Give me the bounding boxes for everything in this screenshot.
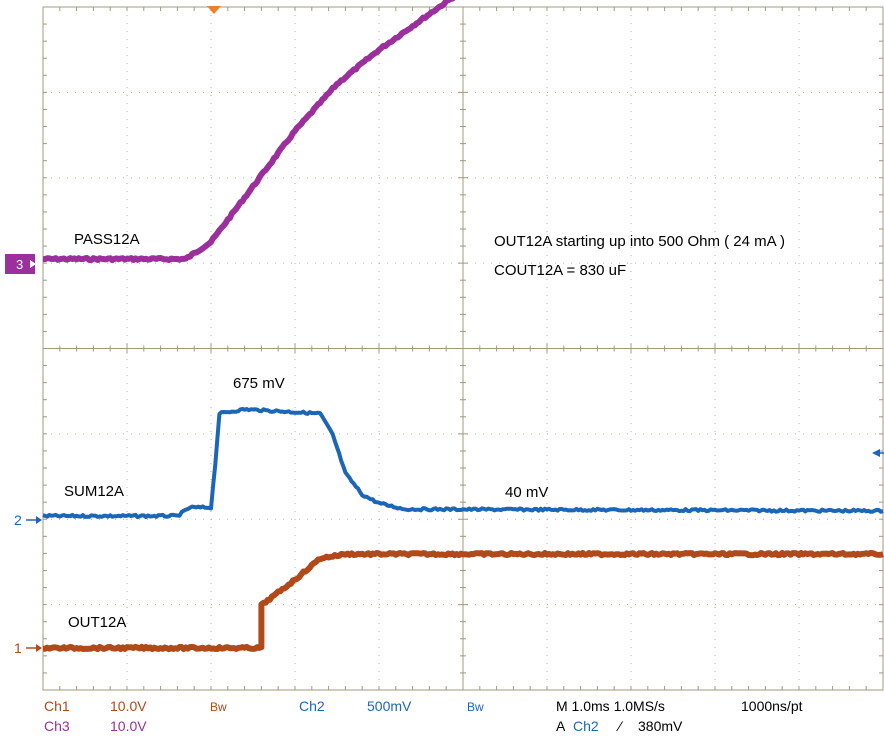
annotation-peak-675mv: 675 mV: [233, 375, 285, 392]
trigger-level-icon: [872, 449, 880, 457]
waveform-traces: [42, 0, 884, 653]
annotation-cout-note: COUT12A = 830 uF: [494, 262, 626, 279]
channel-2-marker-label: 2: [14, 512, 22, 528]
status-ch3-scale: 10.0V: [110, 718, 147, 734]
annotation-pass12a: PASS12A: [74, 231, 140, 248]
trace-out12a: [42, 550, 884, 653]
status-ch2-scale: 500mV: [367, 698, 412, 714]
channel-1-marker: 1: [14, 640, 42, 656]
status-trigger-prefix: A: [556, 718, 566, 734]
annotation-startup-note: OUT12A starting up into 500 Ohm ( 24 mA …: [494, 233, 785, 250]
status-ch1-scale: 10.0V: [110, 698, 147, 714]
status-timebase: M 1.0ms 1.0MS/s: [556, 698, 665, 714]
annotation-sum12a: SUM12A: [64, 483, 124, 500]
channel-2-marker: 2: [14, 512, 42, 528]
channel-1-marker-label: 1: [14, 640, 22, 656]
status-ch2: Ch2: [299, 698, 325, 714]
status-trigger-level: 380mV: [638, 718, 683, 734]
channel-3-marker: 3: [5, 254, 36, 274]
status-ch3: Ch3: [44, 718, 70, 734]
status-bar: Ch1 10.0V Bw Ch2 500mV Bw M 1.0ms 1.0MS/…: [44, 698, 803, 734]
status-bw1: Bw: [210, 700, 227, 714]
status-ch1: Ch1: [44, 698, 70, 714]
trace-sum12a: [42, 406, 884, 520]
status-trigger-source: Ch2: [573, 718, 599, 734]
status-trigger-slope-icon: ∕: [616, 718, 624, 734]
annotation-steady-40mv: 40 mV: [505, 484, 548, 501]
annotation-out12a: OUT12A: [68, 614, 126, 631]
trigger-position-icon: [207, 6, 221, 14]
trace-pass12a: [42, 0, 456, 264]
status-bw2: Bw: [467, 700, 484, 714]
channel-3-marker-label: 3: [16, 257, 23, 272]
status-pt-interval: 1000ns/pt: [741, 698, 803, 714]
